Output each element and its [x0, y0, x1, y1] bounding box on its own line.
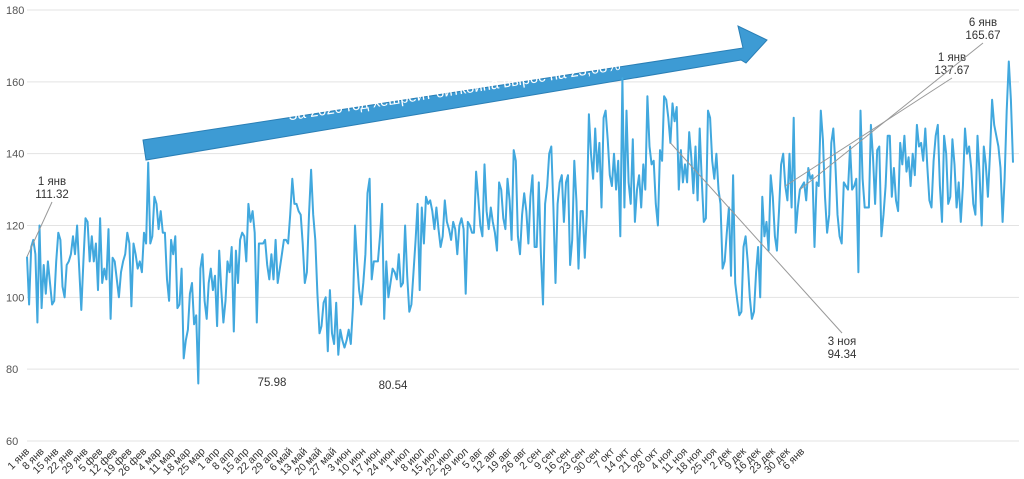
banner-text: За 2020 год хешрейт биткоина вырос на 23… [287, 57, 622, 125]
annotation-label: 3 ноя [828, 336, 857, 348]
annotation-label: 94.34 [828, 349, 857, 361]
annotation-leader [670, 142, 843, 334]
y-tick-label: 100 [6, 292, 24, 304]
annotation-leader [799, 42, 984, 190]
y-tick-label: 180 [6, 5, 24, 17]
banner-arrow-shape [142, 25, 768, 161]
annotation-leader [785, 77, 953, 187]
annotation-label: 6 янв [969, 17, 997, 29]
growth-banner-arrow: За 2020 год хешрейт биткоина вырос на 23… [142, 25, 768, 161]
y-tick-label: 140 [6, 149, 24, 161]
annotation-label: 80.54 [379, 380, 408, 392]
annotation-label: 1 янв [38, 176, 66, 188]
y-axis: 60 80 100 120 140 160 180 [6, 5, 24, 448]
y-tick-label: 120 [6, 221, 24, 233]
annotation-label: 165.67 [965, 30, 1000, 42]
annotation-leader [26, 201, 53, 257]
annotation-label: 111.32 [35, 189, 68, 201]
annotation-label: 1 янв [938, 52, 966, 64]
y-tick-label: 160 [6, 77, 24, 89]
hashrate-series-line [26, 60, 1014, 385]
y-tick-label: 60 [6, 436, 18, 448]
annotation-label: 137.67 [934, 65, 969, 77]
y-tick-label: 80 [6, 364, 18, 376]
annotation-label: 75.98 [258, 377, 287, 389]
